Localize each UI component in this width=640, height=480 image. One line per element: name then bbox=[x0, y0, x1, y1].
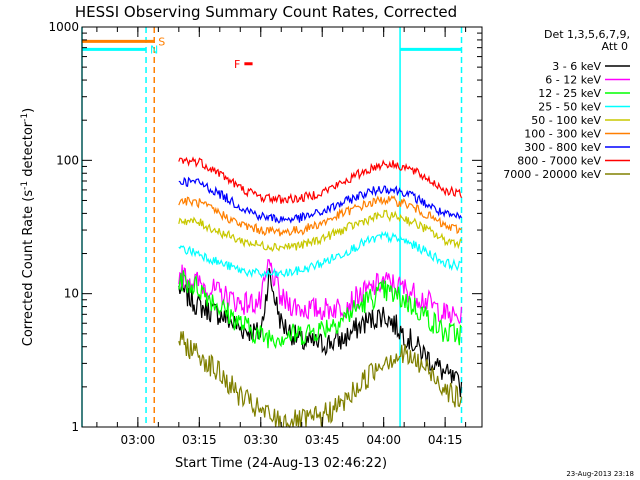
plot-lines bbox=[81, 27, 463, 427]
x-tick-label: 04:15 bbox=[428, 433, 463, 447]
y-axis-label: Corrected Count Rate (s-1 detector-1) bbox=[20, 108, 36, 346]
legend-label: 100 - 300 keV bbox=[524, 128, 601, 141]
series-line bbox=[178, 230, 462, 280]
x-tick-label: 03:00 bbox=[121, 433, 156, 447]
series-line bbox=[178, 270, 462, 350]
legend-label: 300 - 800 keV bbox=[524, 141, 601, 154]
legend-header-line2: Att 0 bbox=[602, 40, 628, 53]
annotation-label: F bbox=[234, 58, 240, 71]
x-tick-label: 03:30 bbox=[243, 433, 278, 447]
y-tick-label: 1 bbox=[71, 420, 79, 434]
legend-label: 25 - 50 keV bbox=[538, 101, 601, 114]
annotation-group: SN F bbox=[82, 35, 462, 71]
plot-frame bbox=[81, 26, 483, 428]
series-line bbox=[178, 156, 463, 205]
y-tick-label: 1000 bbox=[48, 20, 79, 34]
legend-label: 3 - 6 keV bbox=[552, 60, 601, 73]
x-tick-label: 04:00 bbox=[366, 433, 401, 447]
x-axis-label: Start Time (24-Aug-13 02:46:22) bbox=[175, 456, 387, 471]
legend-label: 6 - 12 keV bbox=[545, 74, 601, 87]
legend-label: 12 - 25 keV bbox=[538, 87, 601, 100]
y-tick-label: 10 bbox=[64, 287, 79, 301]
series-line bbox=[178, 258, 463, 325]
annotation-label: S bbox=[158, 35, 165, 48]
series-line bbox=[178, 176, 463, 224]
timestamp: 23-Aug-2013 23:18 bbox=[566, 470, 634, 478]
series-line bbox=[178, 209, 462, 253]
series-group bbox=[178, 156, 463, 429]
annotation-label: N bbox=[150, 43, 158, 56]
legend-header-line1: Det 1,3,5,6,7,9, bbox=[544, 28, 630, 41]
y-axis: 1 10 100 1000 bbox=[48, 20, 482, 434]
legend-label: 50 - 100 keV bbox=[531, 114, 601, 127]
series-line bbox=[178, 331, 463, 429]
chart-title: HESSI Observing Summary Count Rates, Cor… bbox=[75, 3, 457, 21]
legend-label: 800 - 7000 keV bbox=[517, 155, 601, 168]
x-tick-label: 03:15 bbox=[182, 433, 217, 447]
series-line bbox=[178, 195, 462, 237]
x-tick-label: 03:45 bbox=[305, 433, 340, 447]
legend-label: 7000 - 20000 keV bbox=[503, 168, 601, 181]
x-axis: 03:00 03:15 03:30 03:45 04:00 04:15 bbox=[96, 27, 467, 447]
y-tick-label: 100 bbox=[56, 153, 79, 167]
series-line bbox=[178, 267, 463, 398]
